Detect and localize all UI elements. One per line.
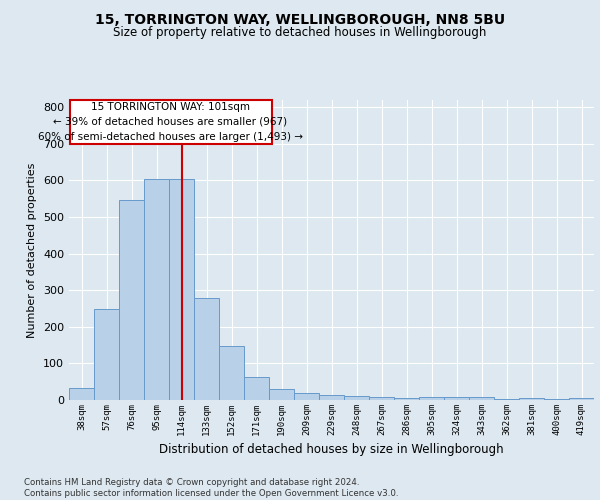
Bar (294, 392, 319, 400)
Bar (319, 394, 344, 400)
Bar (569, 398, 594, 400)
Bar (519, 398, 544, 400)
Text: 15, TORRINGTON WAY, WELLINGBOROUGH, NN8 5BU: 15, TORRINGTON WAY, WELLINGBOROUGH, NN8 … (95, 12, 505, 26)
Bar (369, 397, 394, 400)
Bar (94, 310, 119, 400)
Bar (344, 396, 369, 400)
Text: 15 TORRINGTON WAY: 101sqm: 15 TORRINGTON WAY: 101sqm (91, 102, 250, 113)
Bar (244, 377, 269, 400)
Bar (494, 399, 519, 400)
Text: Contains HM Land Registry data © Crown copyright and database right 2024.
Contai: Contains HM Land Registry data © Crown c… (24, 478, 398, 498)
Text: ← 39% of detached houses are smaller (967): ← 39% of detached houses are smaller (96… (53, 117, 287, 127)
Bar (269, 388, 294, 400)
Bar (394, 398, 419, 400)
Bar (169, 178, 194, 400)
FancyBboxPatch shape (70, 100, 271, 144)
Bar (194, 298, 219, 400)
Bar (219, 346, 244, 400)
X-axis label: Distribution of detached houses by size in Wellingborough: Distribution of detached houses by size … (159, 444, 504, 456)
Bar (469, 398, 494, 400)
Bar (144, 178, 169, 400)
Y-axis label: Number of detached properties: Number of detached properties (28, 162, 37, 338)
Text: 60% of semi-detached houses are larger (1,493) →: 60% of semi-detached houses are larger (… (38, 132, 303, 141)
Bar (544, 399, 569, 400)
Bar (419, 397, 444, 400)
Bar (69, 388, 94, 400)
Bar (119, 200, 144, 400)
Text: Size of property relative to detached houses in Wellingborough: Size of property relative to detached ho… (113, 26, 487, 39)
Bar (444, 397, 469, 400)
